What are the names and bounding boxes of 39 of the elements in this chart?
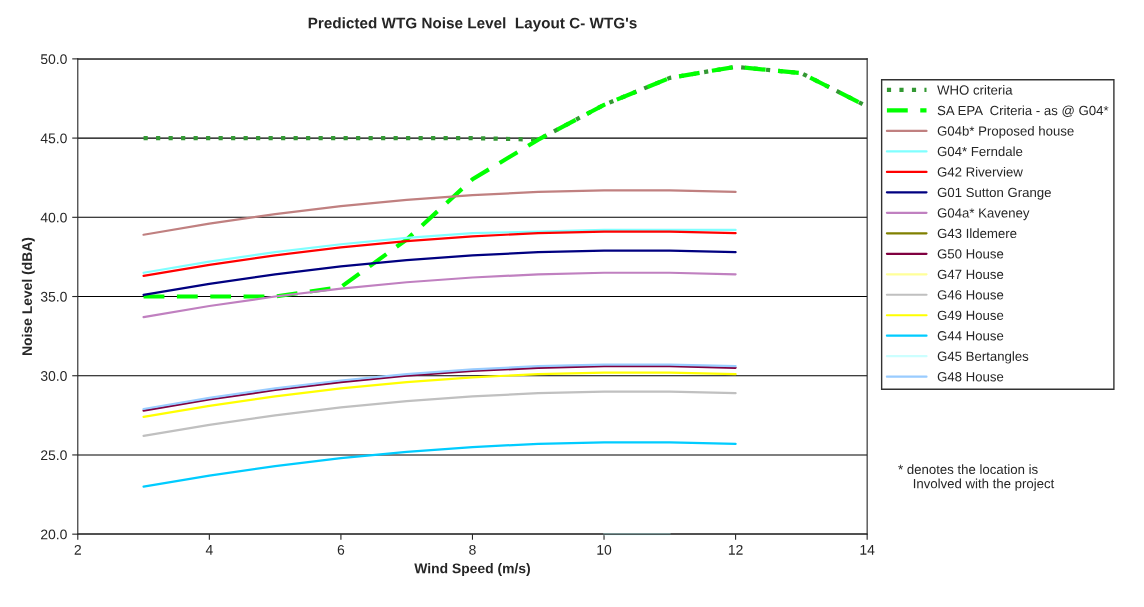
legend-label: G49 House <box>937 310 1004 320</box>
x-tick-label: 2 <box>74 544 81 555</box>
legend-label: G46 House <box>937 290 1004 300</box>
legend-label: G45 Bertangles <box>937 351 1029 364</box>
x-tick-label: 10 <box>597 544 612 555</box>
y-tick-label: 40.0 <box>40 212 67 223</box>
line-series <box>142 441 737 488</box>
chart-title: Predicted WTG Noise Level Layout C- WTG's <box>308 17 637 32</box>
x-tick-label: 12 <box>728 544 743 555</box>
line-series <box>142 189 737 236</box>
y-tick-label: 25.0 <box>41 450 67 461</box>
x-tick-label: 4 <box>205 545 213 555</box>
y-tick-label: 35.0 <box>40 291 67 302</box>
x-tick-label: 14 <box>860 545 875 555</box>
legend-label: G04b* Proposed house <box>937 125 1074 139</box>
legend-label: SA EPA Criteria - as @ G04* <box>937 105 1109 117</box>
y-axis-title: Noise Level (dBA) <box>21 237 35 356</box>
y-tick-label: 30.0 <box>40 371 67 381</box>
legend-label: G04a* Kaveney <box>937 208 1030 221</box>
legend-label: WHO criteria <box>937 85 1013 95</box>
legend-label: G44 House <box>937 331 1004 341</box>
legend-label: G47 House <box>937 269 1004 280</box>
text: * denotes the location is Involved with the project <box>898 464 1055 491</box>
x-axis-title: Wind Speed (m/s) <box>414 563 530 577</box>
legend-label: G50 House <box>937 249 1004 259</box>
line-series <box>142 390 737 438</box>
y-tick-label: 20.0 <box>41 529 67 540</box>
y-tick-label: 50.0 <box>40 54 67 65</box>
y-tick-label: 45.0 <box>40 133 67 144</box>
line-series <box>142 249 737 297</box>
line-series <box>142 371 737 419</box>
legend-label: G01 Sutton Grange <box>937 187 1051 200</box>
x-tick-label: 8 <box>469 544 476 555</box>
legend-label: G43 Ildemere <box>937 228 1017 239</box>
line-series <box>142 271 737 319</box>
legend-label: G04* Ferndale <box>937 146 1023 157</box>
x-tick-label: 6 <box>337 544 345 555</box>
legend-label: G48 House <box>937 372 1004 382</box>
legend-label: G42 Riverview <box>937 166 1023 177</box>
